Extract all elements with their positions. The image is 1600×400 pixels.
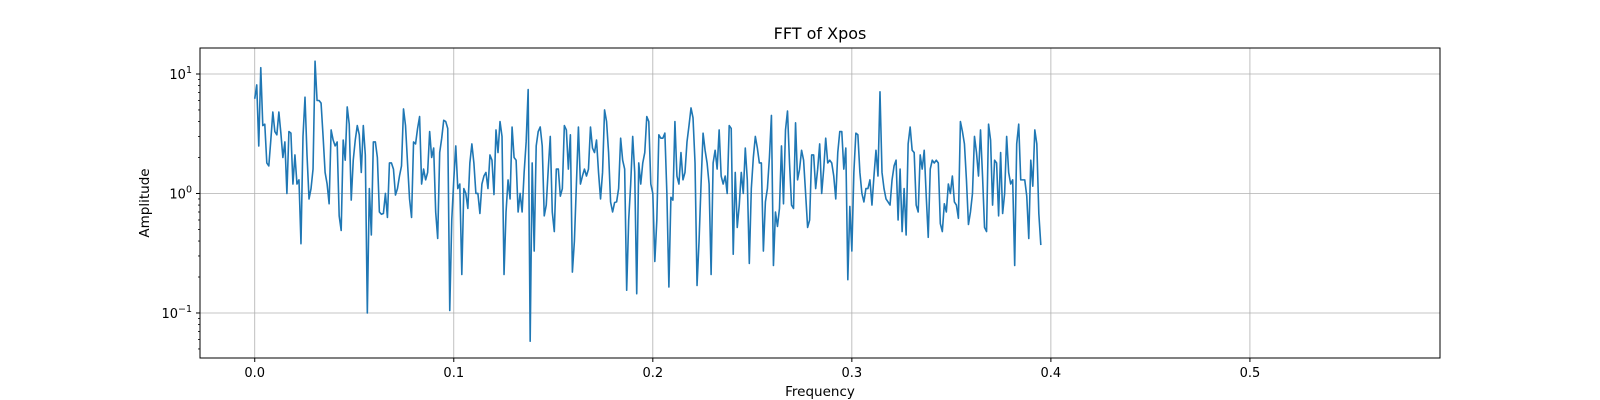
- axes-frame: [199, 47, 1441, 359]
- plot-area: [253, 60, 1042, 343]
- x-tick-label: 0.1: [443, 366, 464, 381]
- x-tick-label: 0.3: [842, 366, 863, 381]
- chart-title: FFT of Xpos: [774, 24, 867, 43]
- series-line: [253, 60, 1042, 343]
- x-tick-label: 0.5: [1240, 366, 1261, 381]
- y-tick-exponent: −1: [178, 304, 192, 315]
- x-tick-label: 0.0: [244, 366, 265, 381]
- y-tick-label: 10−1: [161, 304, 192, 322]
- y-tick-exponent: 1: [186, 65, 192, 76]
- y-tick-label: 101: [169, 65, 192, 83]
- y-tick-label: 100: [169, 184, 192, 202]
- x-tick-label: 0.4: [1041, 366, 1062, 381]
- y-axis-title: Amplitude: [137, 168, 153, 237]
- y-tick-base: 10: [169, 68, 186, 83]
- x-axis-title: Frequency: [785, 384, 855, 400]
- x-tick-label: 0.2: [642, 366, 663, 381]
- y-tick-exponent: 0: [186, 184, 192, 195]
- y-tick-base: 10: [161, 307, 178, 322]
- grid: [200, 48, 1440, 358]
- y-tick-base: 10: [169, 187, 186, 202]
